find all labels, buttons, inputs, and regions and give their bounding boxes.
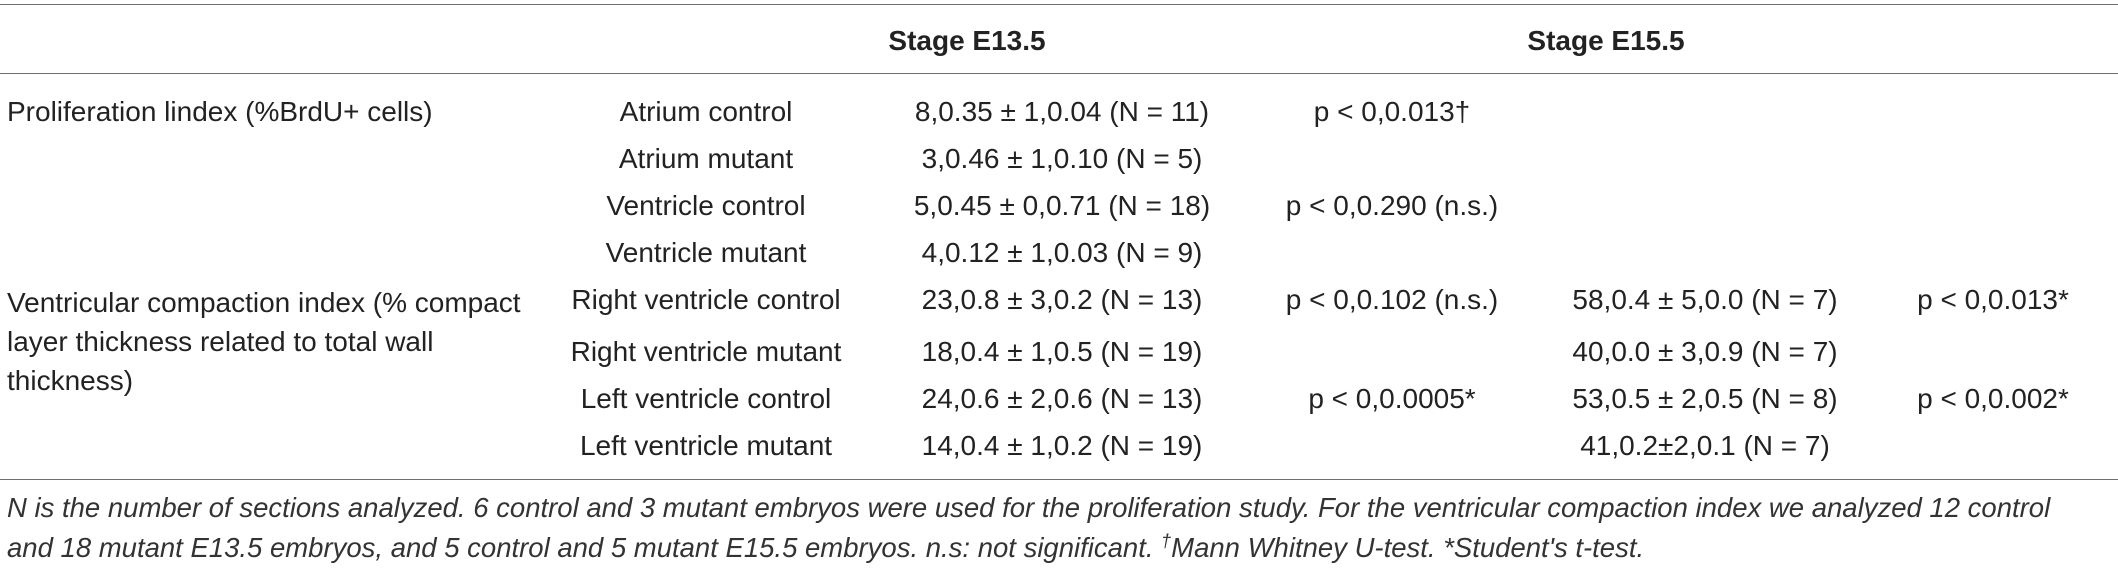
row-e15-pvalue: p < 0,0.002* bbox=[1917, 383, 2069, 414]
row-e13-value: 24,0.6 ± 2,0.6 (N = 13) bbox=[921, 383, 1203, 414]
footnote-line-2-text: and 18 mutant E13.5 embryos, and 5 contr… bbox=[7, 532, 1162, 563]
row-e13-pvalue: p < 0,0.013† bbox=[1313, 96, 1471, 127]
row-e13-pvalue: p < 0,0.0005* bbox=[1308, 383, 1476, 414]
row-sub-label: Left ventricle control bbox=[580, 383, 832, 414]
table-top-rule bbox=[0, 4, 2118, 5]
row-e13-value: 18,0.4 ± 1,0.5 (N = 19) bbox=[921, 336, 1203, 367]
row-sub-label: Ventricle mutant bbox=[605, 237, 807, 268]
row-sub-label: Ventricle control bbox=[606, 190, 806, 221]
row-sub-label: Left ventricle mutant bbox=[579, 430, 833, 461]
dagger-mark: † bbox=[1161, 530, 1172, 551]
row-e13-value: 23,0.8 ± 3,0.2 (N = 13) bbox=[921, 284, 1203, 315]
row-e15-value: 53,0.5 ± 2,0.5 (N = 8) bbox=[1572, 383, 1838, 414]
row-e13-pvalue: p < 0,0.102 (n.s.) bbox=[1285, 284, 1499, 315]
row-e13-pvalue: p < 0,0.290 (n.s.) bbox=[1285, 190, 1499, 221]
row-e13-value: 14,0.4 ± 1,0.2 (N = 19) bbox=[921, 430, 1203, 461]
row-e15-value: 41,0.2±2,0.1 (N = 7) bbox=[1580, 430, 1830, 461]
header-stage-e15: Stage E15.5 bbox=[1527, 25, 1685, 56]
group-label-proliferation: Proliferation lindex (%BrdU+ cells) bbox=[7, 96, 433, 127]
header-stage-e13: Stage E13.5 bbox=[888, 25, 1046, 56]
group-label-compaction: Ventricular compaction index (% compact … bbox=[7, 287, 521, 396]
row-e13-value: 3,0.46 ± 1,0.10 (N = 5) bbox=[921, 143, 1203, 174]
footnote-line-2-tail: Mann Whitney U-test. *Student's t-test. bbox=[1171, 532, 1645, 563]
row-e13-value: 8,0.35 ± 1,0.04 (N = 11) bbox=[914, 96, 1210, 127]
row-sub-label: Atrium mutant bbox=[618, 143, 794, 174]
row-sub-label: Right ventricle control bbox=[571, 284, 841, 315]
row-e15-value: 58,0.4 ± 5,0.0 (N = 7) bbox=[1572, 284, 1838, 315]
row-e15-pvalue: p < 0,0.013* bbox=[1917, 284, 2069, 315]
row-e15-value: 40,0.0 ± 3,0.9 (N = 7) bbox=[1572, 336, 1838, 367]
footnote-line-1: N is the number of sections analyzed. 6 … bbox=[7, 492, 2051, 523]
footnote-line-2: and 18 mutant E13.5 embryos, and 5 contr… bbox=[7, 528, 2107, 568]
row-sub-label: Atrium control bbox=[619, 96, 793, 127]
row-e13-value: 5,0.45 ± 0,0.71 (N = 18) bbox=[913, 190, 1211, 221]
table-header-rule bbox=[0, 73, 2118, 74]
row-sub-label: Right ventricle mutant bbox=[570, 336, 842, 367]
table-bottom-rule bbox=[0, 479, 2118, 480]
table-footnote: N is the number of sections analyzed. 6 … bbox=[7, 488, 2107, 568]
row-e13-value: 4,0.12 ± 1,0.03 (N = 9) bbox=[921, 237, 1203, 268]
